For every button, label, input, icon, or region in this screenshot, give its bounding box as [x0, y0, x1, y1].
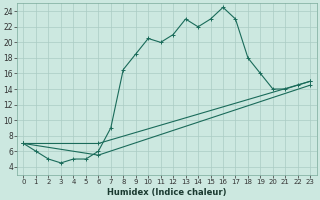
X-axis label: Humidex (Indice chaleur): Humidex (Indice chaleur) — [107, 188, 227, 197]
